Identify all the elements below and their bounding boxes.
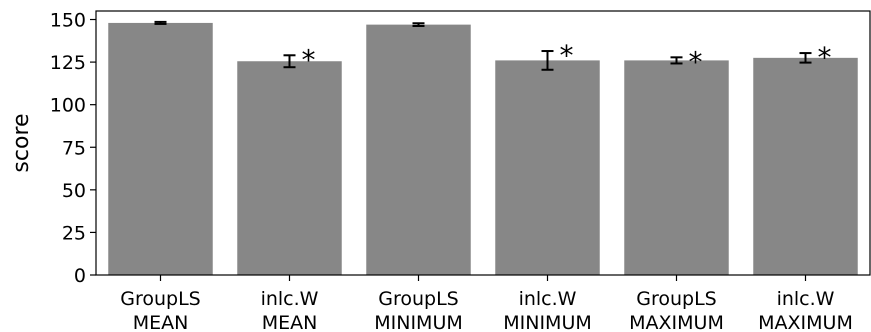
y-tick-label-50: 50 — [62, 180, 86, 202]
y-axis-title: score — [9, 113, 34, 172]
significance-mark-6: * — [818, 41, 832, 74]
errorbars-group — [154, 20, 812, 71]
x-tick-label-4-line-2: MINIMUM — [503, 312, 592, 332]
significance-mark-2: * — [302, 43, 316, 76]
x-axis: GroupLSMEANinlc.WMEANGroupLSMINIMUMinlc.… — [120, 275, 853, 332]
y-axis: 0 25 50 75 100 125 150 — [50, 10, 96, 287]
bar-6 — [753, 57, 858, 275]
significance-mark-5: * — [689, 45, 703, 78]
x-tick-label-2-line-1: inlc.W — [261, 288, 319, 310]
y-tick-label-25: 25 — [62, 222, 86, 244]
error-bar-4 — [541, 50, 554, 71]
plot-frame — [95, 10, 871, 276]
x-tick-label-5-line-2: MAXIMUM — [629, 312, 724, 332]
significance-marks-group: * * * * — [302, 39, 832, 78]
y-tick-label-100: 100 — [50, 95, 86, 117]
x-tick-label-5-line-1: GroupLS — [636, 288, 717, 310]
x-tick-label-1-line-2: MEAN — [133, 312, 189, 332]
error-bar-2 — [283, 54, 296, 69]
y-tick-label-150: 150 — [50, 10, 86, 32]
x-tick-label-6-line-1: inlc.W — [777, 288, 835, 310]
y-tick-label-125: 125 — [50, 52, 86, 74]
x-tick-label-3-line-1: GroupLS — [378, 288, 459, 310]
x-tick-label-4-line-1: inlc.W — [519, 288, 577, 310]
y-tick-label-0: 0 — [74, 265, 86, 287]
bars-group — [108, 22, 858, 276]
y-tick-label-75: 75 — [62, 137, 86, 159]
bar-5 — [624, 60, 729, 275]
error-bar-1 — [154, 20, 167, 25]
bar-3 — [366, 24, 471, 275]
significance-mark-4: * — [560, 39, 574, 72]
error-bar-6 — [799, 52, 812, 64]
x-tick-label-2-line-2: MEAN — [262, 312, 318, 332]
bar-4 — [495, 60, 600, 275]
bar-1 — [108, 22, 213, 276]
x-tick-label-6-line-2: MAXIMUM — [758, 312, 853, 332]
x-tick-label-1-line-1: GroupLS — [120, 288, 201, 310]
x-tick-label-3-line-2: MINIMUM — [374, 312, 463, 332]
error-bar-5 — [670, 56, 683, 65]
error-bar-3 — [412, 22, 425, 27]
bar-2 — [237, 61, 342, 275]
